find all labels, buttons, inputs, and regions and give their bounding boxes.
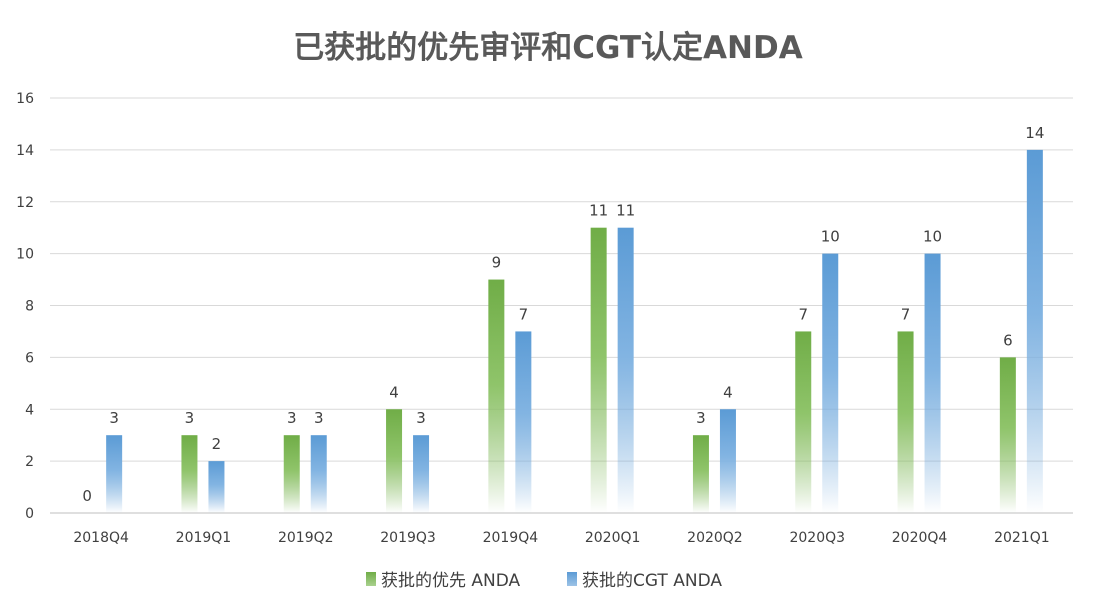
bar-cgt [515,331,532,513]
bar-priority [692,435,709,513]
y-tick-label: 4 [25,402,34,418]
y-tick-label: 10 [16,247,34,263]
y-tick-label: 16 [16,91,34,107]
y-axis-ticks: 0 2 4 6 8 10 12 14 16 [16,91,34,522]
data-label: 10 [923,228,942,246]
x-tick-label: 2019Q2 [278,530,334,546]
chart-title: 已获批的优先审评和CGT认定ANDA [293,30,802,66]
x-tick-label: 2019Q4 [483,530,539,546]
data-label: 9 [492,254,502,272]
data-label: 4 [723,383,733,401]
bar-cgt [924,253,941,513]
data-label: 3 [416,409,426,427]
y-tick-label: 8 [25,299,34,315]
data-label: 11 [616,202,635,220]
x-tick-label: 2020Q4 [892,530,948,546]
data-label: 6 [1003,331,1013,349]
bar-priority [181,435,198,513]
legend-swatch-cgt [567,572,577,586]
bar-cgt [310,435,327,513]
data-label: 14 [1025,124,1044,142]
data-label: 7 [798,305,808,323]
x-tick-label: 2019Q3 [380,530,436,546]
bar-cgt [106,435,123,513]
bars [106,149,1043,513]
legend-swatch-priority [366,572,376,586]
data-label: 3 [287,409,297,427]
data-label: 3 [696,409,706,427]
gridlines [50,97,1073,514]
bar-cgt [617,227,634,513]
data-label: 3 [109,409,119,427]
data-label: 3 [314,409,324,427]
data-label: 10 [821,228,840,246]
data-label: 2 [212,435,222,453]
data-label: 7 [901,305,911,323]
data-label: 11 [589,202,608,220]
bar-cgt [719,409,736,513]
data-label: 3 [185,409,195,427]
y-tick-label: 0 [25,506,34,522]
legend: 获批的优先 ANDA 获批的CGT ANDA [366,571,722,591]
bar-priority [386,409,403,513]
data-label: 4 [389,383,399,401]
x-tick-label: 2019Q1 [176,530,232,546]
y-tick-label: 14 [16,143,34,159]
data-label: 0 [82,487,92,505]
bar-cgt [208,461,225,513]
bar-priority [488,279,505,513]
bar-priority [795,331,812,513]
bar-cgt [1026,149,1043,513]
x-tick-label: 2020Q3 [789,530,845,546]
y-tick-label: 12 [16,195,34,211]
x-tick-label: 2021Q1 [994,530,1050,546]
bar-priority [283,435,300,513]
x-tick-label: 2018Q4 [73,530,129,546]
bar-priority [897,331,914,513]
x-axis-ticks: 2018Q4 2019Q1 2019Q2 2019Q3 2019Q4 2020Q1 2020… [73,530,1049,546]
y-tick-label: 2 [25,454,34,470]
bar-priority [590,227,607,513]
legend-label-priority: 获批的优先 ANDA [381,571,521,591]
legend-label-cgt: 获批的CGT ANDA [582,571,722,591]
bar-cgt [822,253,839,513]
x-tick-label: 2020Q1 [585,530,641,546]
y-tick-label: 6 [25,350,34,366]
data-label: 7 [519,305,529,323]
bar-priority [999,357,1016,513]
bar-cgt [413,435,430,513]
x-tick-label: 2020Q2 [687,530,743,546]
